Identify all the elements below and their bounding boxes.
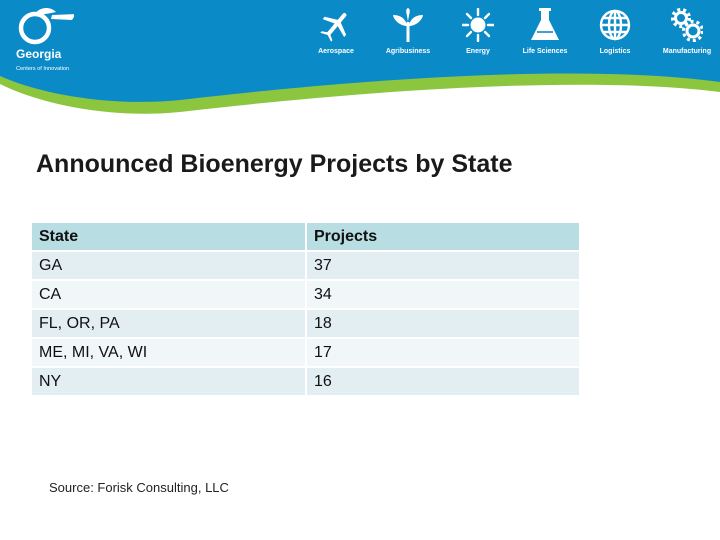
globe-icon xyxy=(599,9,631,41)
plant-sprout-icon xyxy=(393,8,423,42)
peach-icon xyxy=(18,7,74,45)
column-header-projects: Projects xyxy=(305,221,581,252)
projects-cell: 37 xyxy=(305,250,581,281)
header-banner: Georgia Centers of Innovation Aerospace … xyxy=(0,0,720,130)
table-row: GA 37 xyxy=(30,250,581,281)
projects-cell: 17 xyxy=(305,337,581,368)
nav-item-logistics[interactable]: Logistics xyxy=(582,8,648,60)
state-cell: CA xyxy=(30,279,307,310)
state-cell: NY xyxy=(30,366,307,397)
nav-item-life-sciences[interactable]: Life Sciences xyxy=(512,8,578,60)
airplane-icon xyxy=(320,13,347,42)
nav-label: Energy xyxy=(466,48,490,55)
nav-label: Manufacturing xyxy=(662,48,712,55)
logo-tagline: Centers of Innovation xyxy=(16,66,70,72)
table-row: ME, MI, VA, WI 17 xyxy=(30,337,581,368)
state-cell: GA xyxy=(30,250,307,281)
projects-cell: 18 xyxy=(305,308,581,339)
state-cell: FL, OR, PA xyxy=(30,308,307,339)
flask-icon xyxy=(531,8,559,40)
nav-label: Logistics xyxy=(599,48,631,55)
nav-label: Aerospace xyxy=(318,48,354,55)
state-cell: ME, MI, VA, WI xyxy=(30,337,307,368)
nav-label: Life Sciences xyxy=(522,48,568,55)
projects-table: State Projects GA 37 CA 34 FL, OR, PA 18… xyxy=(30,221,581,397)
georgia-logo[interactable] xyxy=(14,6,74,76)
nav-item-agribusiness[interactable]: Agribusiness xyxy=(375,8,441,60)
logo-wordmark: Georgia xyxy=(16,47,62,61)
gears-icon xyxy=(671,8,703,42)
table-header-row: State Projects xyxy=(30,221,581,252)
table-row: FL, OR, PA 18 xyxy=(30,308,581,339)
projects-cell: 16 xyxy=(305,366,581,397)
source-note: Source: Forisk Consulting, LLC xyxy=(49,480,229,495)
projects-cell: 34 xyxy=(305,279,581,310)
nav-item-energy[interactable]: Energy xyxy=(445,8,511,60)
table-row: NY 16 xyxy=(30,366,581,397)
column-header-state: State xyxy=(30,221,307,252)
nav-item-manufacturing[interactable]: Manufacturing xyxy=(654,8,720,60)
sun-icon xyxy=(462,8,494,42)
slide-title: Announced Bioenergy Projects by State xyxy=(36,150,513,178)
table-row: CA 34 xyxy=(30,279,581,310)
nav-item-aerospace[interactable]: Aerospace xyxy=(303,8,369,60)
nav-label: Agribusiness xyxy=(385,48,431,55)
